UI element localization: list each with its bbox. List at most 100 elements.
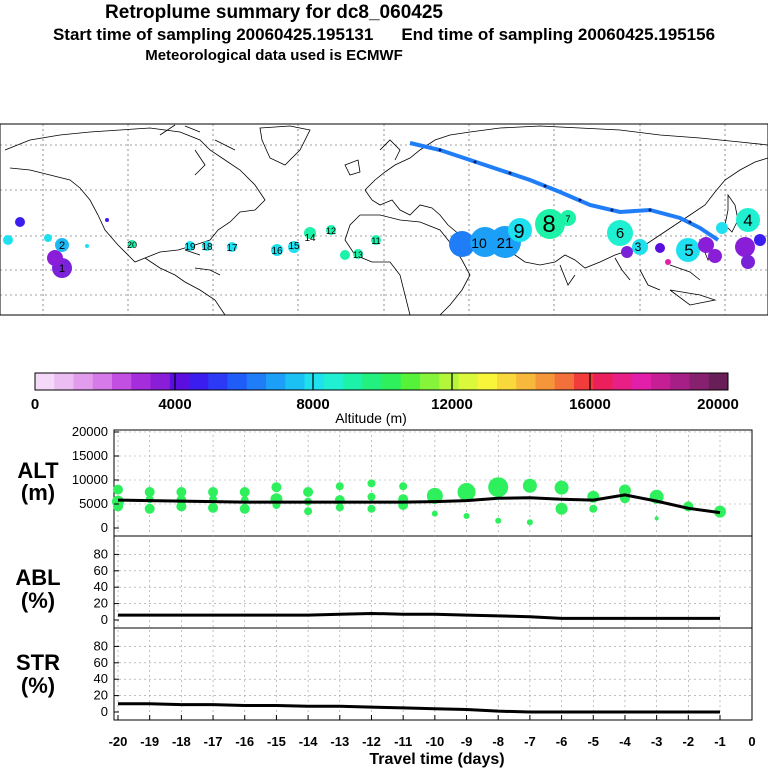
- alt-dot: [618, 484, 631, 497]
- colorbar-tick: 20000: [697, 396, 739, 413]
- alt-dot: [239, 487, 250, 497]
- y-tick-label: 40: [94, 579, 108, 594]
- plume-cluster: [304, 227, 316, 239]
- plume-cluster: [55, 238, 69, 252]
- alt-dot: [335, 482, 344, 491]
- plume-label: 1: [59, 263, 65, 275]
- y-tick-label: 20: [94, 596, 108, 611]
- plume-label: 5: [684, 241, 693, 260]
- panel-gridlines: [114, 430, 752, 720]
- plume-cluster: [47, 250, 63, 266]
- colorbar-swatch: [651, 373, 671, 390]
- colorbar-swatch: [285, 373, 305, 390]
- plume-cluster: [607, 220, 633, 246]
- colorbar-swatch: [689, 373, 710, 390]
- plume-cluster: [3, 235, 13, 245]
- x-tick-label: -5: [587, 734, 599, 749]
- colorbar-swatch: [554, 373, 575, 390]
- alt-dot: [367, 492, 376, 501]
- colorbar-swatch: [266, 373, 286, 390]
- plume-label: 16: [271, 246, 283, 257]
- world-map: 1 2 3 4 5 6 7 8 9 10 11 12 13 14 15 16 1…: [0, 123, 768, 316]
- colorbar-swatch: [150, 373, 171, 390]
- colorbar-swatch: [458, 373, 479, 390]
- colorbar-swatch: [208, 373, 228, 390]
- panel-labels: ALT (m) ABL (%) STR (%): [15, 458, 60, 698]
- plume-label: 20: [127, 240, 137, 250]
- x-axis-title: Travel time (days): [369, 751, 504, 768]
- alt-dot: [271, 482, 282, 493]
- sampling-times: Start time of sampling 20060425.195131 En…: [0, 25, 768, 45]
- alt-dot: [488, 477, 509, 498]
- x-tick-label: -3: [651, 734, 663, 749]
- x-tick-label: -9: [461, 734, 473, 749]
- colorbar-swatch: [670, 373, 690, 390]
- plume-label: 4: [743, 211, 752, 230]
- colorbar-swatch: [323, 373, 344, 390]
- plume-cluster: [85, 244, 89, 248]
- plume-label: 18: [201, 242, 213, 253]
- plume-cluster: [128, 240, 136, 248]
- colorbar-tick: 12000: [431, 396, 473, 413]
- plume-cluster: [185, 241, 195, 251]
- colorbar-swatch: [535, 373, 556, 390]
- plume-cluster: [288, 241, 300, 253]
- plume-cluster: [735, 237, 755, 257]
- plume-label: 7: [565, 214, 570, 224]
- plume-label: 19: [184, 242, 196, 253]
- x-tick-label: -1: [714, 734, 726, 749]
- plume-clusters: [3, 208, 766, 278]
- alt-dot: [335, 503, 344, 512]
- plume-cluster: [560, 210, 576, 226]
- x-tick-label: -20: [109, 734, 128, 749]
- plume-cluster: [271, 244, 283, 256]
- plume-label: 11: [371, 236, 380, 246]
- x-tick-label: -10: [425, 734, 444, 749]
- plume-label: 3: [635, 240, 642, 254]
- plume-cluster: [508, 218, 532, 242]
- plume-cluster: [655, 243, 665, 253]
- plume-label: 12: [326, 226, 336, 236]
- plume-cluster: [716, 222, 728, 234]
- alt-dot: [463, 513, 470, 519]
- plume-cluster: [326, 225, 336, 235]
- alt-dot: [367, 479, 376, 488]
- plume-cluster: [371, 235, 381, 245]
- plume-cluster: [449, 231, 475, 257]
- y-tick-label: 80: [94, 638, 108, 653]
- colorbar-swatch: [112, 373, 132, 390]
- colorbar-swatch: [612, 373, 633, 390]
- plume-cluster: [736, 208, 760, 232]
- abl-unit: (%): [21, 588, 55, 613]
- alt-dot: [522, 478, 537, 493]
- colorbar-swatch: [439, 373, 459, 390]
- plume-cluster: [741, 255, 755, 269]
- colorbar-swatch: [227, 373, 248, 390]
- plume-label: 10: [471, 235, 487, 251]
- x-tick-label: -14: [299, 734, 319, 749]
- colorbar-label: Altitude (m): [335, 410, 407, 426]
- colorbar-swatch: [73, 373, 94, 390]
- plume-cluster: [353, 249, 363, 259]
- series-line-abl: [118, 611, 720, 620]
- alt-dot: [303, 487, 314, 497]
- x-tick-label: -15: [267, 734, 286, 749]
- alt-dot: [555, 502, 568, 515]
- plume-cluster: [676, 238, 700, 262]
- x-tick-label: -13: [330, 734, 349, 749]
- y-tick-label: 60: [94, 655, 108, 670]
- y-tick-label: 0: [101, 704, 108, 719]
- trajectory-dots: [438, 148, 692, 224]
- plume-cluster: [698, 237, 714, 253]
- x-tick-label: -12: [362, 734, 381, 749]
- time-series-panels: [113, 429, 753, 721]
- alt-dot: [176, 501, 187, 512]
- x-tick-label: -17: [204, 734, 223, 749]
- alt-unit: (m): [21, 480, 55, 505]
- alt-dot: [144, 503, 155, 514]
- colorbar-tick: 16000: [569, 396, 611, 413]
- alt-dot: [526, 519, 533, 526]
- colorbar-tick: 8000: [296, 396, 329, 413]
- abl-label: ABL: [15, 565, 60, 590]
- colorbar-swatch: [516, 373, 536, 390]
